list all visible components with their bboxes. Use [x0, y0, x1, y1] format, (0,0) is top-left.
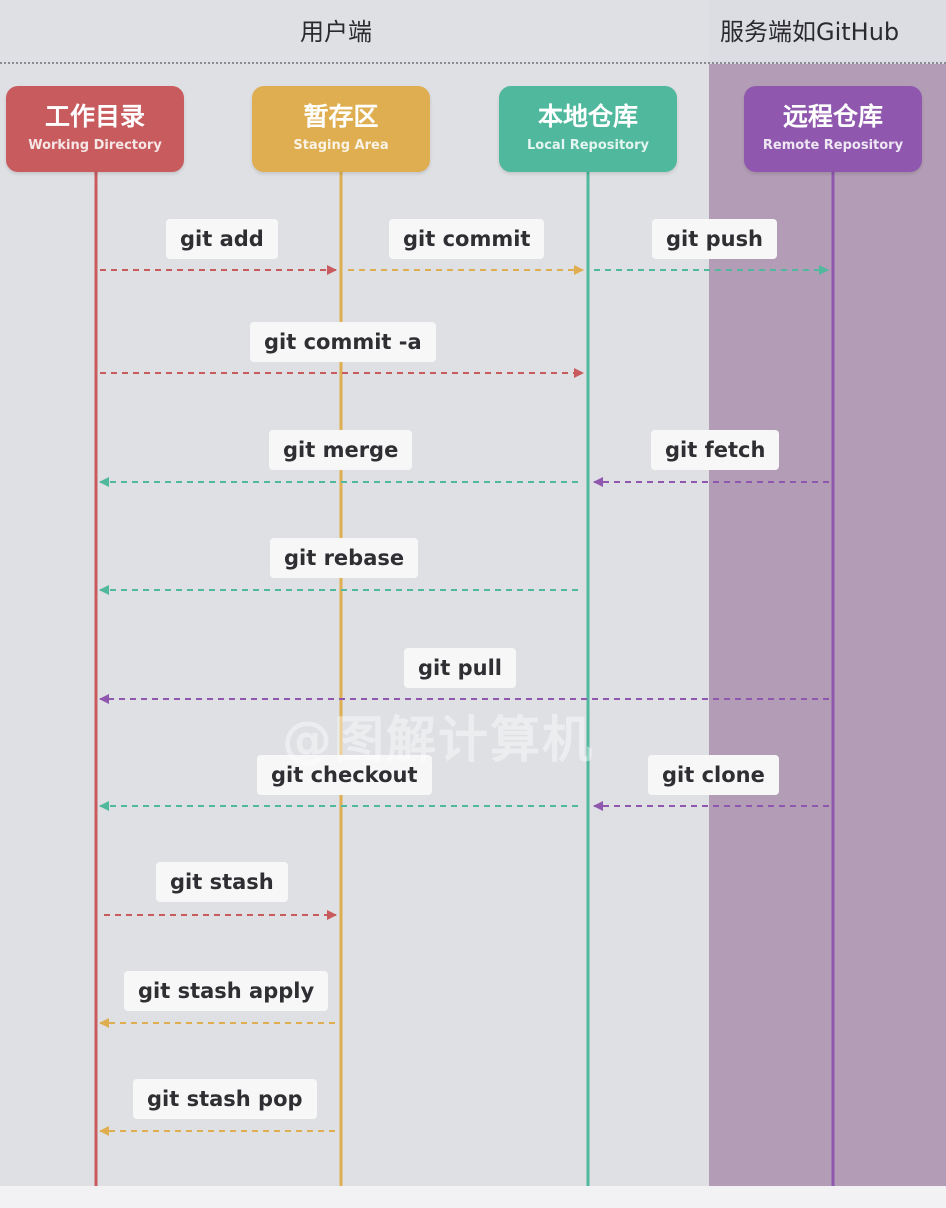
git-push-label: git push — [652, 219, 778, 259]
user-side-label: 用户端 — [300, 18, 372, 46]
local-repository-header: 本地仓库 Local Repository — [499, 86, 677, 172]
header-divider — [0, 62, 946, 64]
staging-area-title: 暂存区 — [303, 102, 379, 131]
watermark: @图解计算机 — [282, 711, 594, 769]
remote-repository-title: 远程仓库 — [782, 102, 883, 131]
working-directory-header: 工作目录 Working Directory — [6, 86, 184, 172]
git-fetch-label: git fetch — [651, 430, 780, 470]
server-header-background — [709, 0, 946, 64]
server-side-label: 服务端如GitHub — [720, 18, 900, 46]
git-merge-label: git merge — [269, 430, 413, 470]
git-commit-label: git commit — [389, 219, 545, 259]
server-side-background — [709, 0, 946, 1186]
git-checkout-label: git checkout — [257, 755, 432, 795]
git-stash-label: git stash — [156, 862, 288, 902]
git-commit-a-label: git commit -a — [250, 322, 436, 362]
bottom-strip — [0, 1186, 946, 1208]
remote-repository-subtitle: Remote Repository — [762, 138, 904, 153]
working-directory-title: 工作目录 — [44, 102, 145, 131]
staging-area-subtitle: Staging Area — [293, 138, 389, 153]
git-stash-apply-label: git stash apply — [124, 971, 329, 1011]
git-rebase-label: git rebase — [270, 538, 419, 578]
git-stash-pop-label: git stash pop — [133, 1079, 317, 1119]
local-repository-subtitle: Local Repository — [527, 138, 649, 153]
staging-area-header: 暂存区 Staging Area — [252, 86, 430, 172]
git-add-label: git add — [166, 219, 278, 259]
local-repository-title: 本地仓库 — [537, 102, 638, 131]
remote-repository-header: 远程仓库 Remote Repository — [744, 86, 922, 172]
git-clone-label: git clone — [648, 755, 779, 795]
git-pull-label: git pull — [404, 648, 516, 688]
user-side-background — [0, 0, 709, 1186]
working-directory-subtitle: Working Directory — [28, 138, 162, 153]
